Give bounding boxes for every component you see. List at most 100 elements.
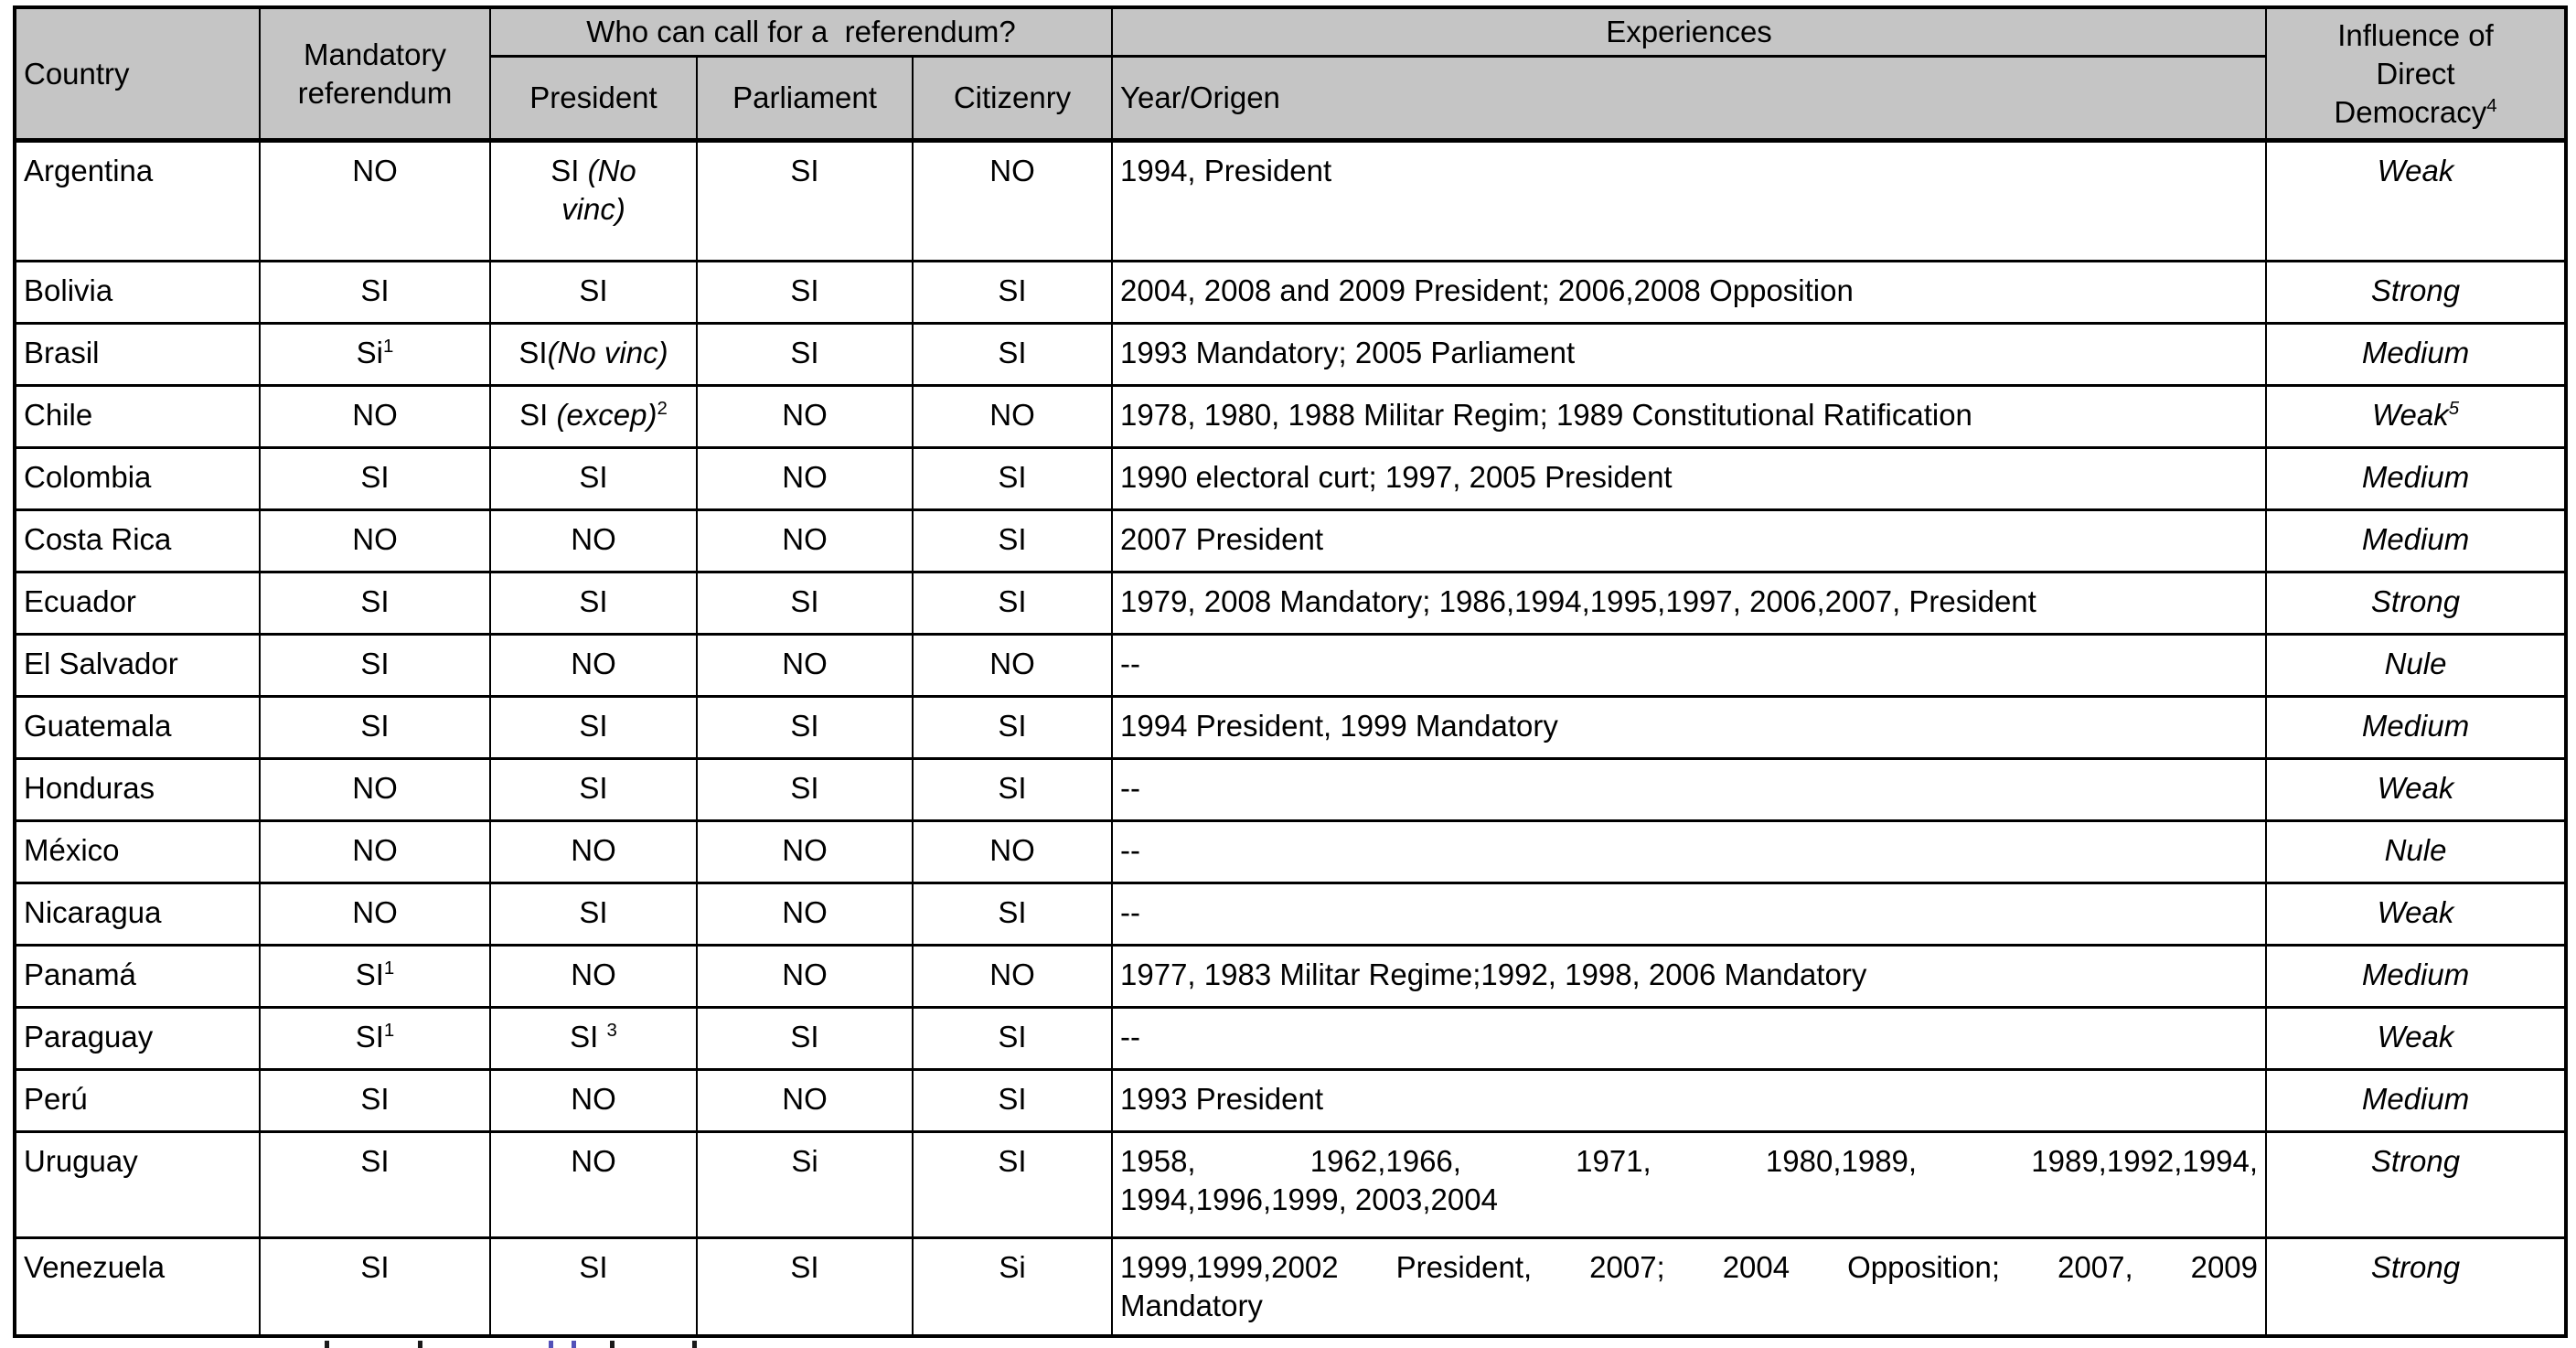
influence-value: Medium xyxy=(2361,522,2470,556)
parliament-cell: NO xyxy=(696,882,914,947)
citizenry-cell: SI xyxy=(911,882,1114,947)
table-header: Country Mandatory referendum Who can cal… xyxy=(14,5,2568,142)
mandatory-value: SI xyxy=(360,1144,390,1178)
influence-value: Medium xyxy=(2361,958,2470,991)
experiences-cell: 2007 President xyxy=(1111,508,2268,573)
table-row: Guatemala SI SI SI SI 1994 President, 19… xyxy=(14,695,2568,760)
mandatory-value: NO xyxy=(352,154,398,187)
country-cell: Panamá xyxy=(14,944,261,1009)
influence-value: Weak xyxy=(2371,398,2449,432)
citizenry-cell: SI xyxy=(911,1130,1114,1239)
mandatory-value: SI xyxy=(360,1082,390,1116)
influence-footnote-marker: 4 xyxy=(2486,94,2497,116)
president-value: SI xyxy=(579,771,608,805)
experiences-cell: -- xyxy=(1111,882,2268,947)
table-row: Bolivia SI SI SI SI 2004, 2008 and 2009 … xyxy=(14,260,2568,325)
experiences-line1: 1958, 1962,1966, 1971, 1980,1989, 1989,1… xyxy=(1120,1144,2259,1178)
country-cell: Ecuador xyxy=(14,571,261,636)
citizenry-cell: NO xyxy=(911,819,1114,884)
parliament-cell: SI xyxy=(696,322,914,387)
president-value: SI xyxy=(579,1250,608,1284)
experiences-line1: 2004, 2008 and 2009 President; 2006,2008… xyxy=(1120,273,1854,307)
president-footnote-marker: 2 xyxy=(657,398,668,419)
president-cell: NO xyxy=(489,819,698,884)
influence-cell: Strong xyxy=(2265,1236,2568,1338)
experiences-line1: -- xyxy=(1120,771,1140,805)
mandatory-cell: NO xyxy=(259,882,491,947)
experiences-line2: Mandatory xyxy=(1120,1289,1263,1322)
country-cell: Argentina xyxy=(14,138,261,262)
president-cell: NO xyxy=(489,944,698,1009)
influence-cell: Medium xyxy=(2265,1068,2568,1133)
col-header-mandatory-referendum: Mandatory referendum xyxy=(259,5,491,142)
table-row: Costa Rica NO NO NO SI 2007 President Me… xyxy=(14,508,2568,573)
parliament-cell: SI xyxy=(696,695,914,760)
experiences-cell: -- xyxy=(1111,633,2268,698)
president-value: SI xyxy=(579,895,608,929)
table-body: Argentina NO SI (No vinc) SI NO 1994, Pr… xyxy=(14,138,2568,1338)
mandatory-value: SI xyxy=(360,460,390,494)
table-row: Paraguay SI1 SI 3 SI SI -- Weak xyxy=(14,1006,2568,1071)
country-cell: Venezuela xyxy=(14,1236,261,1338)
influence-value: Medium xyxy=(2361,709,2470,743)
col-header-president: President xyxy=(489,55,698,142)
country-cell: Uruguay xyxy=(14,1130,261,1239)
experiences-cell: 1978, 1980, 1988 Militar Regim; 1989 Con… xyxy=(1111,384,2268,449)
experiences-line1: -- xyxy=(1120,647,1140,680)
mandatory-value: NO xyxy=(352,771,398,805)
country-cell: Brasil xyxy=(14,322,261,387)
influence-line1: Influence of xyxy=(2337,17,2494,52)
mandatory-cell: NO xyxy=(259,819,491,884)
table-row: Perú SI NO NO SI 1993 President Medium xyxy=(14,1068,2568,1133)
mandatory-value: SI xyxy=(355,1020,384,1054)
influence-cell: Weak xyxy=(2265,1006,2568,1071)
col-header-experiences: Experiences xyxy=(1111,5,2268,58)
experiences-cell: -- xyxy=(1111,819,2268,884)
influence-cell: Medium xyxy=(2265,446,2568,511)
table-row: Nicaragua NO SI NO SI -- Weak xyxy=(14,882,2568,947)
president-value: SI xyxy=(579,709,608,743)
referendum-table: Country Mandatory referendum Who can cal… xyxy=(13,5,2569,1338)
influence-cell: Nule xyxy=(2265,633,2568,698)
col-header-influence: Influence of Direct Democracy4 xyxy=(2265,5,2568,142)
table-row: Venezuela SI SI SI Si 1999,1999,2002 Pre… xyxy=(14,1236,2568,1338)
influence-line3: Democracy xyxy=(2334,94,2487,129)
experiences-cell: -- xyxy=(1111,1006,2268,1071)
citizenry-cell: SI xyxy=(911,695,1114,760)
citizenry-cell: SI xyxy=(911,1068,1114,1133)
experiences-line1: 1979, 2008 Mandatory; 1986,1994,1995,199… xyxy=(1120,584,2036,618)
mandatory-value: NO xyxy=(352,522,398,556)
mandatory-cell: SI1 xyxy=(259,1006,491,1071)
experiences-cell: 1958, 1962,1966, 1971, 1980,1989, 1989,1… xyxy=(1111,1130,2268,1239)
citizenry-cell: NO xyxy=(911,138,1114,262)
parliament-cell: NO xyxy=(696,508,914,573)
president-cell: SI xyxy=(489,260,698,325)
mandatory-footnote-marker: 1 xyxy=(382,336,394,357)
president-cell: SI xyxy=(489,571,698,636)
influence-value: Weak xyxy=(2377,154,2454,187)
president-cell: SI xyxy=(489,757,698,822)
parliament-cell: SI xyxy=(696,1006,914,1071)
influence-cell: Medium xyxy=(2265,508,2568,573)
parliament-cell: SI xyxy=(696,138,914,262)
mandatory-value: SI xyxy=(360,273,390,307)
mandatory-value: SI xyxy=(360,709,390,743)
mandatory-value: NO xyxy=(352,895,398,929)
influence-line2: Direct xyxy=(2376,56,2455,91)
parliament-cell: NO xyxy=(696,1068,914,1133)
experiences-line1: 1993 Mandatory; 2005 Parliament xyxy=(1120,336,1576,369)
citizenry-cell: SI xyxy=(911,260,1114,325)
experiences-cell: 1990 electoral curt; 1997, 2005 Presiden… xyxy=(1111,446,2268,511)
citizenry-cell: NO xyxy=(911,944,1114,1009)
header-row-sub: President Parliament Citizenry Year/Orig… xyxy=(15,55,2566,142)
mandatory-cell: SI xyxy=(259,695,491,760)
influence-value: Strong xyxy=(2370,1250,2461,1284)
col-header-who-can-call: Who can call for a referendum? xyxy=(488,5,1114,58)
mandatory-cell: SI xyxy=(259,260,491,325)
citizenry-cell: SI xyxy=(911,322,1114,387)
citizenry-cell: SI xyxy=(911,757,1114,822)
president-cell: NO xyxy=(489,508,698,573)
table-row: Chile NO SI (excep)2 NO NO 1978, 1980, 1… xyxy=(14,384,2568,449)
influence-cell: Strong xyxy=(2265,260,2568,325)
parliament-cell: NO xyxy=(696,384,914,449)
